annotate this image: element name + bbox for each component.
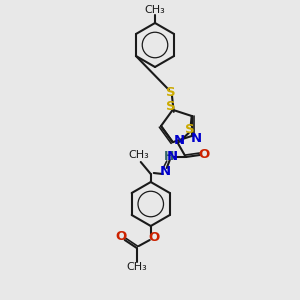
Text: N: N [174, 134, 185, 147]
Text: H: H [164, 149, 174, 163]
Text: CH₃: CH₃ [128, 150, 149, 160]
Text: N: N [167, 149, 178, 163]
Text: S: S [166, 86, 176, 100]
Text: N: N [160, 164, 171, 178]
Text: O: O [198, 148, 209, 160]
Text: O: O [148, 230, 159, 244]
Text: CH₃: CH₃ [145, 5, 165, 15]
Text: S: S [185, 122, 195, 136]
Text: N: N [191, 133, 202, 146]
Text: O: O [115, 230, 126, 242]
Text: S: S [166, 100, 175, 113]
Text: CH₃: CH₃ [126, 262, 147, 272]
